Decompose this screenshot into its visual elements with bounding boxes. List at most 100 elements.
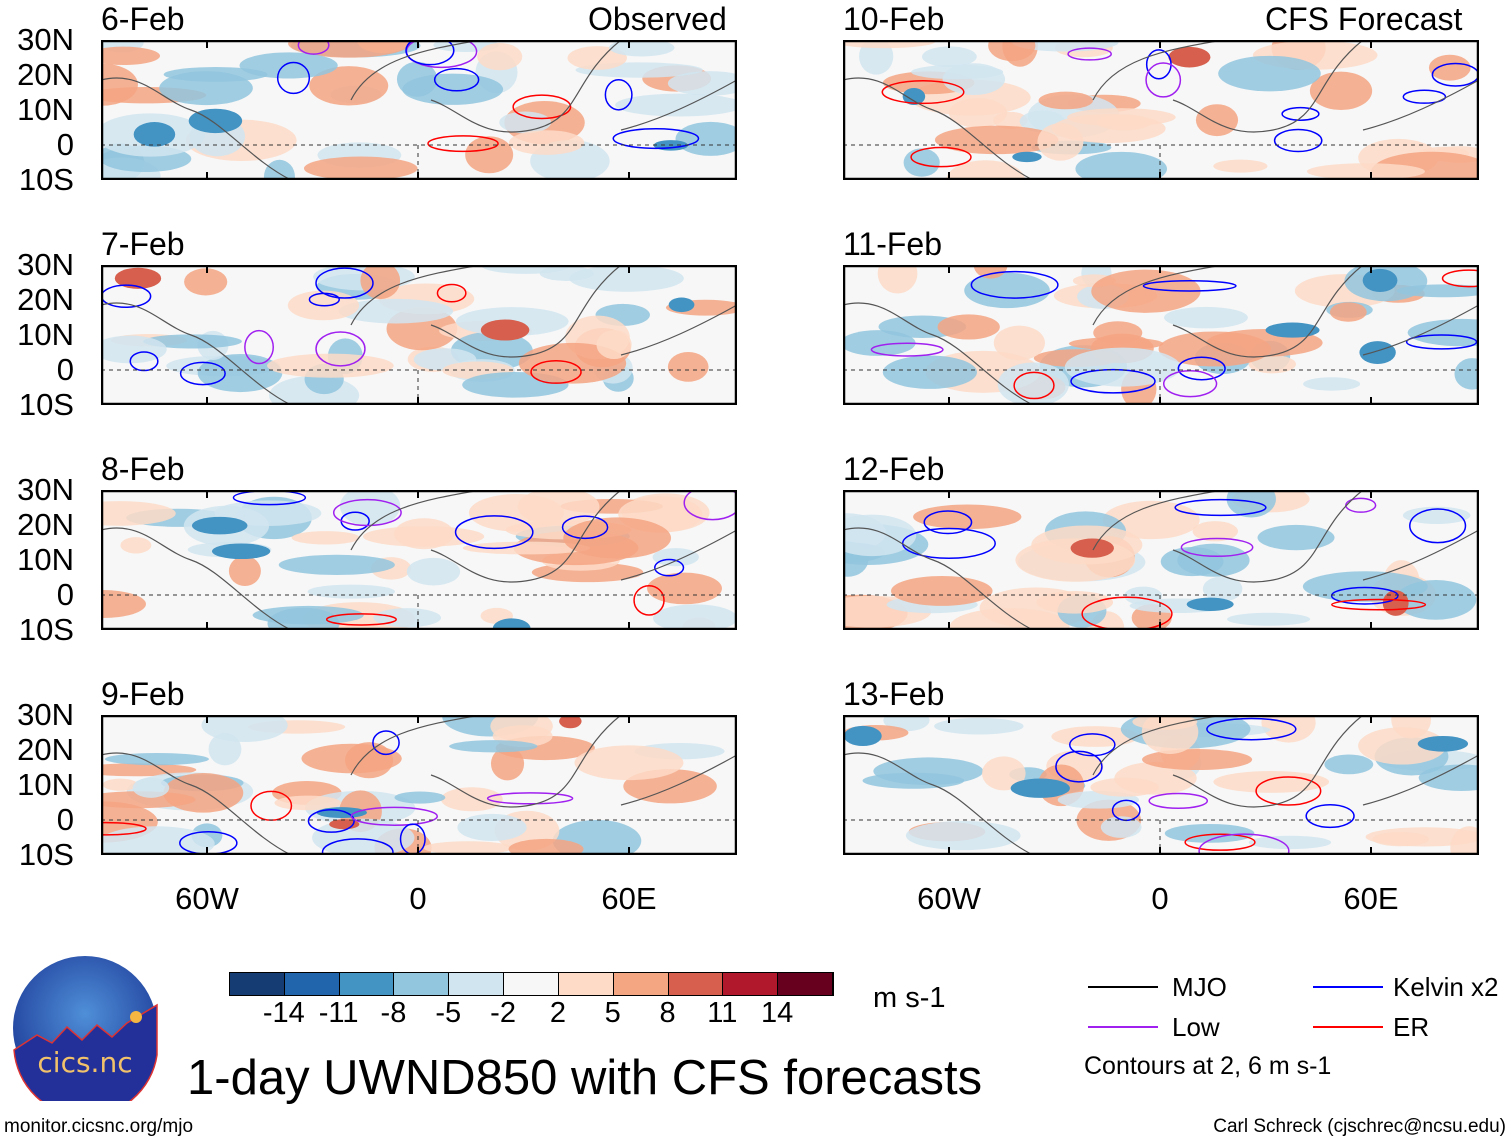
wind-anomaly-shading	[339, 490, 401, 527]
wave-contour	[561, 515, 609, 540]
wind-anomaly-shading	[508, 838, 584, 855]
wind-anomaly-shading	[143, 334, 242, 349]
wind-anomaly-shading	[1090, 777, 1159, 797]
lat-label: 20N	[17, 507, 74, 542]
wind-anomaly-shading	[1309, 71, 1373, 111]
wave-contour	[1281, 106, 1320, 121]
wind-anomaly-shading	[1417, 735, 1469, 752]
wind-anomaly-shading	[1218, 55, 1321, 92]
wind-anomaly-shading	[988, 40, 1036, 62]
figure-title: 1-day UWND850 with CFS forecasts	[187, 1051, 983, 1105]
wind-anomaly-shading	[942, 63, 1006, 96]
wind-anomaly-shading	[1303, 377, 1361, 391]
wind-anomaly-shading	[843, 330, 916, 356]
colorbar-label: -2	[490, 997, 516, 1029]
wave-contour	[1177, 356, 1226, 381]
cics-logo: cics.nc	[13, 956, 158, 1101]
lon-label: 60E	[601, 881, 657, 916]
wind-anomaly-shading	[843, 514, 917, 557]
wind-anomaly-shading	[993, 325, 1045, 361]
lon-label: 0	[409, 881, 427, 916]
lat-label: 30N	[17, 247, 74, 282]
wind-anomaly-shading	[1226, 612, 1311, 626]
wave-contour	[436, 283, 467, 303]
wind-anomaly-shading	[101, 791, 196, 809]
colorbar-label: 2	[549, 997, 566, 1029]
wave-contour	[486, 792, 574, 805]
wind-anomaly-shading	[307, 584, 395, 599]
wave-contour	[1068, 733, 1116, 757]
wave-contour	[1081, 596, 1173, 630]
wind-anomaly-shading	[201, 715, 288, 742]
wind-anomaly-shading	[267, 353, 394, 378]
colorbar-swatch	[449, 973, 505, 995]
legend-line-er	[1313, 1026, 1383, 1028]
map-panel	[843, 265, 1479, 405]
wave-contour	[1206, 717, 1297, 741]
wave-contour	[1273, 128, 1323, 153]
wave-contour	[297, 40, 330, 55]
wave-contour	[321, 838, 394, 855]
wave-contour	[512, 94, 572, 120]
wind-anomaly-shading	[913, 504, 1022, 530]
wind-anomaly-shading	[477, 42, 523, 71]
wind-anomaly-shading	[191, 516, 248, 535]
wind-anomaly-shading	[465, 136, 514, 174]
wind-anomaly-shading	[903, 148, 940, 177]
wind-anomaly-shading	[1324, 754, 1374, 775]
wind-anomaly-shading	[480, 319, 530, 341]
wind-anomaly-shading	[101, 335, 167, 364]
wind-anomaly-shading	[133, 122, 176, 147]
wave-contour	[325, 613, 397, 626]
wave-contour	[244, 329, 275, 365]
legend-label-kelvin: Kelvin x2	[1393, 972, 1499, 1002]
map-panel	[101, 490, 737, 630]
wind-anomaly-shading	[1192, 521, 1239, 542]
lat-label: 30N	[17, 472, 74, 507]
colorbar-swatch	[504, 973, 559, 995]
footer-credit: Carl Schreck (cjschrec@ncsu.edu)	[1213, 1116, 1506, 1137]
legend-label-er: ER	[1393, 1012, 1430, 1042]
wave-contour	[870, 342, 944, 357]
wind-anomaly-shading	[934, 717, 1024, 735]
wind-anomaly-shading	[1402, 506, 1471, 525]
wind-anomaly-shading	[1075, 151, 1168, 180]
lon-label: 60E	[1343, 881, 1399, 916]
wind-anomaly-shading	[291, 531, 360, 545]
wave-contour	[683, 490, 737, 521]
footer-url[interactable]: monitor.cicsnc.org/mjo	[4, 1116, 194, 1137]
wind-anomaly-shading	[301, 743, 402, 774]
wind-anomaly-shading	[492, 618, 531, 630]
wind-anomaly-shading	[1010, 778, 1070, 798]
wind-anomaly-shading	[1012, 151, 1042, 163]
wave-contour	[315, 331, 366, 367]
wind-anomaly-shading	[132, 777, 170, 798]
wave-contour	[970, 270, 1059, 299]
wind-anomaly-shading	[890, 575, 993, 606]
wind-anomaly-shading	[1418, 764, 1479, 791]
wave-contour	[427, 135, 499, 153]
wave-contour	[1305, 803, 1355, 829]
wave-contour	[1180, 537, 1254, 558]
colorbar-label: -11	[318, 997, 359, 1029]
wind-anomaly-shading	[668, 297, 695, 313]
wind-anomaly-shading	[647, 572, 722, 605]
coastline	[101, 490, 737, 630]
wind-anomaly-shading	[267, 607, 340, 630]
wave-contour	[1331, 598, 1427, 611]
wave-contour	[1162, 369, 1218, 398]
wind-anomaly-shading	[239, 52, 338, 79]
lat-label: 30N	[17, 22, 74, 57]
wave-contour	[1405, 334, 1478, 350]
wave-contour	[1402, 89, 1447, 104]
colorbar-swatch	[558, 973, 614, 995]
lat-label: 10S	[18, 162, 74, 197]
wind-anomaly-shading	[101, 501, 176, 526]
wind-anomaly-shading	[211, 543, 271, 560]
wind-anomaly-shading	[102, 778, 138, 791]
wind-anomaly-shading	[440, 787, 503, 812]
wave-contour	[530, 360, 582, 384]
colorbar-label: 14	[761, 997, 794, 1029]
wind-anomaly-shading	[1213, 771, 1330, 793]
lat-label: 20N	[17, 282, 74, 317]
